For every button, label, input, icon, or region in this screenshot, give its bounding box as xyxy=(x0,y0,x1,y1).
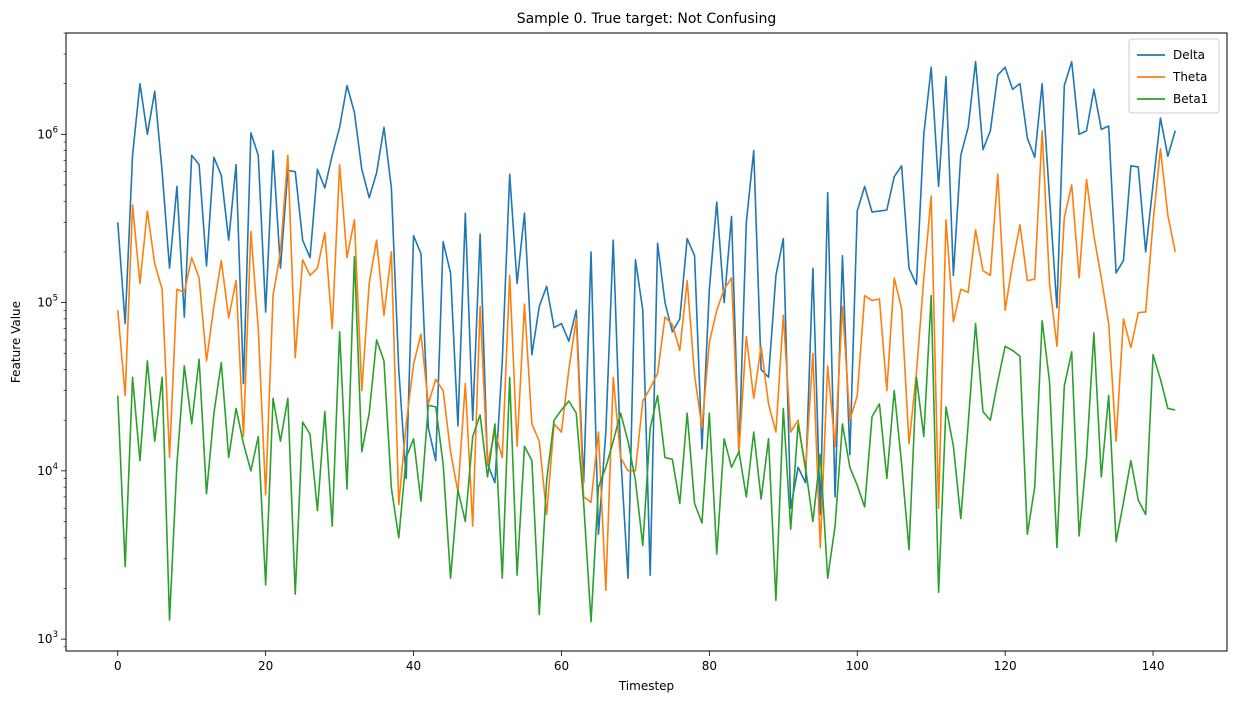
x-axis: 0 20 40 60 80 100 120 140 xyxy=(114,651,1165,673)
y-tick-exponent: 3 xyxy=(53,630,58,640)
x-axis-label: Timestep xyxy=(618,679,674,693)
x-tick-label: 20 xyxy=(258,659,273,673)
x-tick-label: 0 xyxy=(114,659,122,673)
x-tick-label: 100 xyxy=(846,659,869,673)
y-tick-label: 106 xyxy=(37,125,58,141)
series-line-theta xyxy=(116,129,1177,592)
y-tick-exponent: 6 xyxy=(53,125,58,135)
y-tick-exponent: 5 xyxy=(53,294,58,304)
series-layer xyxy=(116,60,1177,623)
y-axis-label: Feature Value xyxy=(9,301,23,383)
plot-area-frame xyxy=(65,32,1228,652)
legend-label: Beta1 xyxy=(1173,92,1208,106)
chart-title: Sample 0. True target: Not Confusing xyxy=(517,11,777,27)
y-tick-base: 10 xyxy=(37,296,52,310)
series-line-beta1 xyxy=(116,255,1176,623)
legend: Delta Theta Beta1 xyxy=(1128,38,1220,114)
legend-label: Delta xyxy=(1173,48,1205,62)
x-tick-label: 40 xyxy=(406,659,421,673)
y-tick-label: 103 xyxy=(37,630,58,646)
y-tick-base: 10 xyxy=(37,127,52,141)
x-tick-label: 80 xyxy=(702,659,717,673)
y-tick-base: 10 xyxy=(37,632,52,646)
x-tick-label: 120 xyxy=(994,659,1017,673)
y-tick-base: 10 xyxy=(37,464,52,478)
legend-box xyxy=(1128,38,1220,114)
y-tick-exponent: 4 xyxy=(53,462,58,472)
y-tick-label: 104 xyxy=(37,462,58,478)
x-tick-label: 60 xyxy=(554,659,569,673)
y-tick-label: 105 xyxy=(37,294,58,310)
series-line-delta xyxy=(116,60,1177,580)
legend-label: Theta xyxy=(1172,70,1207,84)
x-tick-label: 140 xyxy=(1142,659,1165,673)
